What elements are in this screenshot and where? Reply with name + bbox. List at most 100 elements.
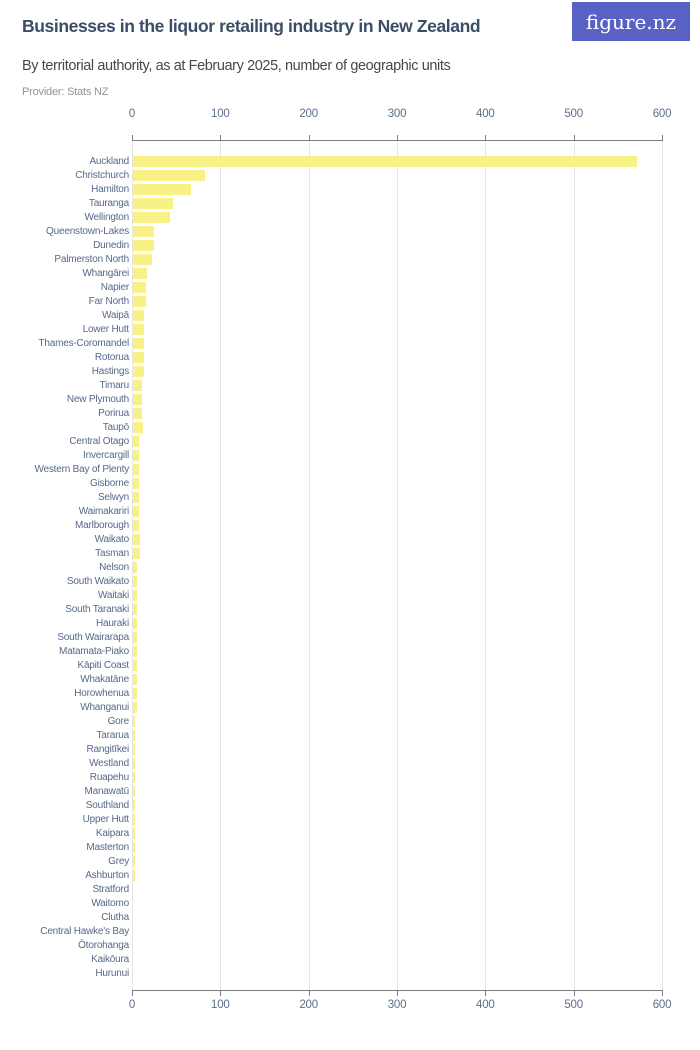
bar (133, 631, 137, 643)
bottom-axis-tick-label: 400 (476, 999, 495, 1011)
bar (133, 701, 137, 713)
bar (133, 407, 142, 419)
figurenz-logo-text: figure.nz (585, 9, 677, 34)
bar (133, 337, 144, 349)
chart-row: Porirua (0, 406, 662, 420)
bar (133, 813, 135, 825)
bottom-axis-tick-label: 500 (564, 999, 583, 1011)
category-label: Dunedin (93, 239, 129, 251)
bar (133, 687, 137, 699)
bottom-axis-line (132, 990, 663, 991)
bottom-axis-tick (220, 991, 222, 996)
bar-track (129, 365, 662, 377)
bar (133, 715, 135, 727)
category-label: Masterton (86, 841, 129, 853)
category-label: South Waikato (66, 575, 129, 587)
bottom-axis-tick-label: 100 (211, 999, 230, 1011)
bar-track (129, 435, 662, 447)
bar-track (129, 561, 662, 573)
bar-track (129, 926, 662, 937)
bar (133, 645, 137, 657)
chart-row: Waipā (0, 308, 662, 322)
gridline (308, 140, 310, 990)
category-label: Westland (89, 757, 129, 769)
bar (133, 785, 135, 797)
chart-row: Gisborne (0, 476, 662, 490)
chart-row: Hurunui (0, 966, 662, 980)
top-axis-tick (397, 135, 398, 140)
bar-track (129, 309, 662, 321)
bar-track (129, 589, 662, 601)
bar (133, 771, 135, 783)
bar (133, 421, 143, 433)
bar-track (129, 505, 662, 517)
top-axis-tick-label: 200 (299, 108, 318, 120)
bar-track (129, 407, 662, 419)
bar-track (129, 785, 662, 797)
category-label: Ruapehu (89, 771, 129, 783)
bar-track (129, 197, 662, 209)
bar-track (129, 603, 662, 615)
category-label: Napier (100, 281, 129, 293)
bar-track (129, 757, 662, 769)
figurenz-logo[interactable]: figure.nz (572, 2, 690, 41)
bar-track (129, 869, 662, 881)
category-label: Clutha (101, 911, 129, 923)
chart-row: Tauranga (0, 196, 662, 210)
category-label: Waimakariri (78, 505, 129, 517)
category-label: Central Otago (69, 435, 129, 447)
bar-track (129, 491, 662, 503)
chart-subtitle: By territorial authority, as at February… (22, 58, 451, 74)
bar (133, 239, 155, 251)
bottom-axis-tick (573, 991, 575, 996)
bar (133, 267, 148, 279)
category-label: Manawatū (84, 785, 129, 797)
category-label: Far North (88, 295, 130, 307)
category-label: Ashburton (85, 869, 129, 881)
bar (133, 225, 155, 237)
gridline (485, 140, 487, 990)
top-axis-tick (132, 135, 133, 140)
category-label: Waipā (102, 309, 129, 321)
category-label: Hurunui (95, 967, 129, 979)
chart-row: Manawatū (0, 784, 662, 798)
bar (133, 365, 145, 377)
top-axis-tick-label: 600 (652, 108, 672, 120)
bar (133, 253, 152, 265)
bar (133, 855, 135, 867)
bar (133, 281, 147, 293)
bar (133, 519, 140, 531)
chart-row: Marlborough (0, 518, 662, 532)
bar-track (129, 393, 662, 405)
bar (133, 197, 173, 209)
chart-row: Tararua (0, 728, 662, 742)
category-label: Gore (107, 715, 130, 727)
category-label: Matamata-Piako (58, 645, 129, 657)
bottom-axis-tick (308, 991, 310, 996)
category-label: Waitomo (91, 897, 129, 909)
bar-track (129, 519, 662, 531)
bar (133, 323, 145, 335)
category-label: Waitaki (97, 589, 129, 601)
bar (133, 309, 145, 321)
bottom-axis-tick (662, 991, 663, 996)
bar-track (129, 463, 662, 475)
bar-track (129, 884, 662, 895)
bar-track (129, 954, 662, 965)
chart-row: Central Hawke's Bay (0, 924, 662, 938)
category-label: Nelson (99, 561, 129, 573)
chart-row: Ruapehu (0, 770, 662, 784)
category-label: Whakatāne (80, 673, 129, 685)
bar-track (129, 912, 662, 923)
bar-track (129, 379, 662, 391)
bar-track (129, 813, 662, 825)
chart-row: Tasman (0, 546, 662, 560)
category-label: Thames-Coromandel (38, 337, 129, 349)
chart-row: Kaipara (0, 826, 662, 840)
gridline (662, 140, 663, 990)
chart-row: Taupō (0, 420, 662, 434)
bar-track (129, 771, 662, 783)
bottom-axis-tick (485, 991, 487, 996)
bar-track (129, 183, 662, 195)
category-label: Southland (85, 799, 129, 811)
